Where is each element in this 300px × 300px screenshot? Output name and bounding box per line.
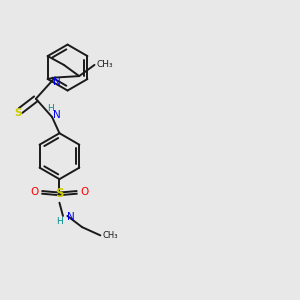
Text: N: N [68,212,75,222]
Text: CH₃: CH₃ [103,231,118,240]
Text: S: S [14,109,21,118]
Text: S: S [55,188,64,200]
Text: O: O [30,188,38,197]
Text: N: N [52,77,60,87]
Text: H: H [56,217,63,226]
Text: H: H [47,104,54,113]
Text: CH₃: CH₃ [97,60,113,69]
Text: O: O [80,188,88,197]
Text: N: N [53,110,61,120]
